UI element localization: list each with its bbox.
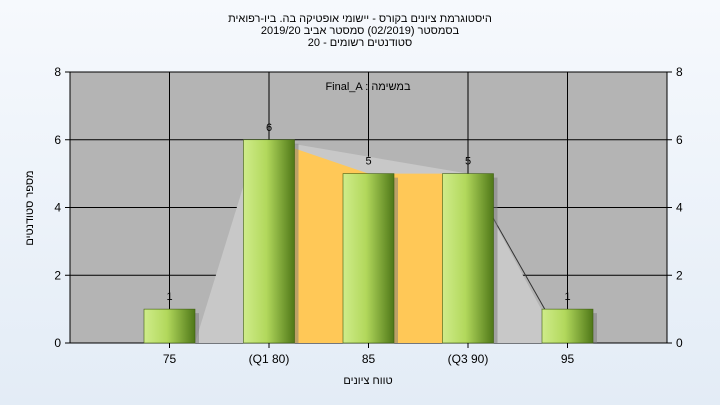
data-label-2: 5 [365, 156, 371, 168]
y-tick-label-left-4: 8 [54, 65, 61, 79]
y-tick-label-right-1: 2 [676, 268, 683, 282]
y-axis-right: 0 2 4 6 8 [667, 65, 683, 350]
bar-1 [243, 139, 295, 344]
y-tick-label-right-4: 8 [676, 65, 683, 79]
data-label-0: 1 [166, 291, 172, 303]
x-tick-label-3: (Q3 90) [448, 352, 489, 366]
y-tick-label-left-0: 0 [54, 336, 61, 350]
y-tick-label-left-1: 2 [54, 268, 61, 282]
y-axis-label: מספר סטודנטים [24, 170, 36, 245]
chart-title: היסטוגרמת ציונים בקורס - יישומי אופטיקה … [228, 13, 492, 49]
x-axis: 75 (Q1 80) 85 (Q3 90) 95 [163, 343, 575, 366]
y-tick-label-right-2: 4 [676, 201, 683, 215]
data-label-3: 5 [465, 156, 471, 168]
x-tick-label-4: 95 [561, 352, 575, 366]
y-tick-label-right-0: 0 [676, 336, 683, 350]
title-line-2: בסמסטר (02/2019) סמסטר אביב 2019/20 [261, 25, 460, 37]
x-tick-label-1: (Q1 80) [249, 352, 290, 366]
y-tick-label-left-3: 6 [54, 133, 61, 147]
title-line-1: היסטוגרמת ציונים בקורס - יישומי אופטיקה … [228, 13, 492, 25]
data-label-layer: 1 6 5 5 1 [166, 122, 570, 303]
title-line-3: סטודנטים רשומים - 20 [308, 37, 412, 49]
bar-4 [541, 308, 594, 344]
bar-3 [442, 173, 494, 344]
bar-layer [143, 139, 597, 344]
y-tick-label-right-3: 6 [676, 133, 683, 147]
x-tick-label-0: 75 [163, 352, 177, 366]
bar-0 [143, 308, 196, 344]
y-tick-label-left-2: 4 [54, 201, 61, 215]
series-label: Final_A : במשימה [325, 81, 411, 93]
y-axis-left: 0 2 4 6 8 [54, 65, 70, 350]
data-label-4: 1 [564, 291, 570, 303]
x-axis-label: טווח ציונים [343, 375, 392, 387]
data-label-1: 6 [266, 122, 272, 134]
bar-2 [342, 173, 395, 344]
x-tick-label-2: 85 [362, 352, 376, 366]
